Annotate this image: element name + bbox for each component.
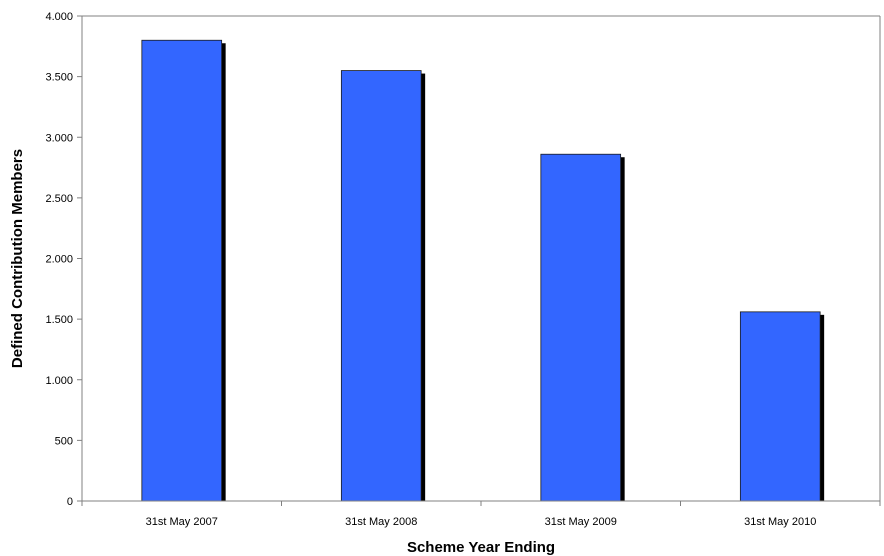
y-tick-label: 500 — [55, 435, 73, 447]
y-tick-label: 3.500 — [45, 72, 73, 84]
y-tick-label: 4.000 — [45, 11, 73, 23]
x-tick-label: 31st May 2009 — [545, 516, 617, 528]
y-tick-label: 2.500 — [45, 193, 73, 205]
bar — [540, 153, 622, 502]
x-tick-label: 31st May 2007 — [146, 516, 218, 528]
y-tick-label: 3.000 — [45, 132, 73, 144]
x-tick-label: 31st May 2008 — [345, 516, 417, 528]
y-tick-label: 2.000 — [45, 254, 73, 266]
y-tick-label: 1.500 — [45, 314, 73, 326]
axes — [81, 15, 881, 502]
bar — [141, 39, 223, 502]
x-axis-title: Scheme Year Ending — [407, 539, 555, 556]
y-axis-ticks: 0 500 1.000 1.500 2.000 2.500 3.000 3.500 4.000 — [45, 11, 82, 508]
y-axis-title: Defined Contribution Members — [9, 149, 26, 368]
y-tick-label: 1.000 — [45, 375, 73, 387]
bar — [340, 70, 422, 502]
bars — [141, 39, 825, 502]
x-tick-label: 31st May 2010 — [744, 516, 816, 528]
bar — [739, 311, 821, 502]
x-axis-ticks: 31st May 2007 31st May 2008 31st May 2009 3… — [81, 501, 881, 528]
y-tick-label: 0 — [67, 496, 73, 508]
